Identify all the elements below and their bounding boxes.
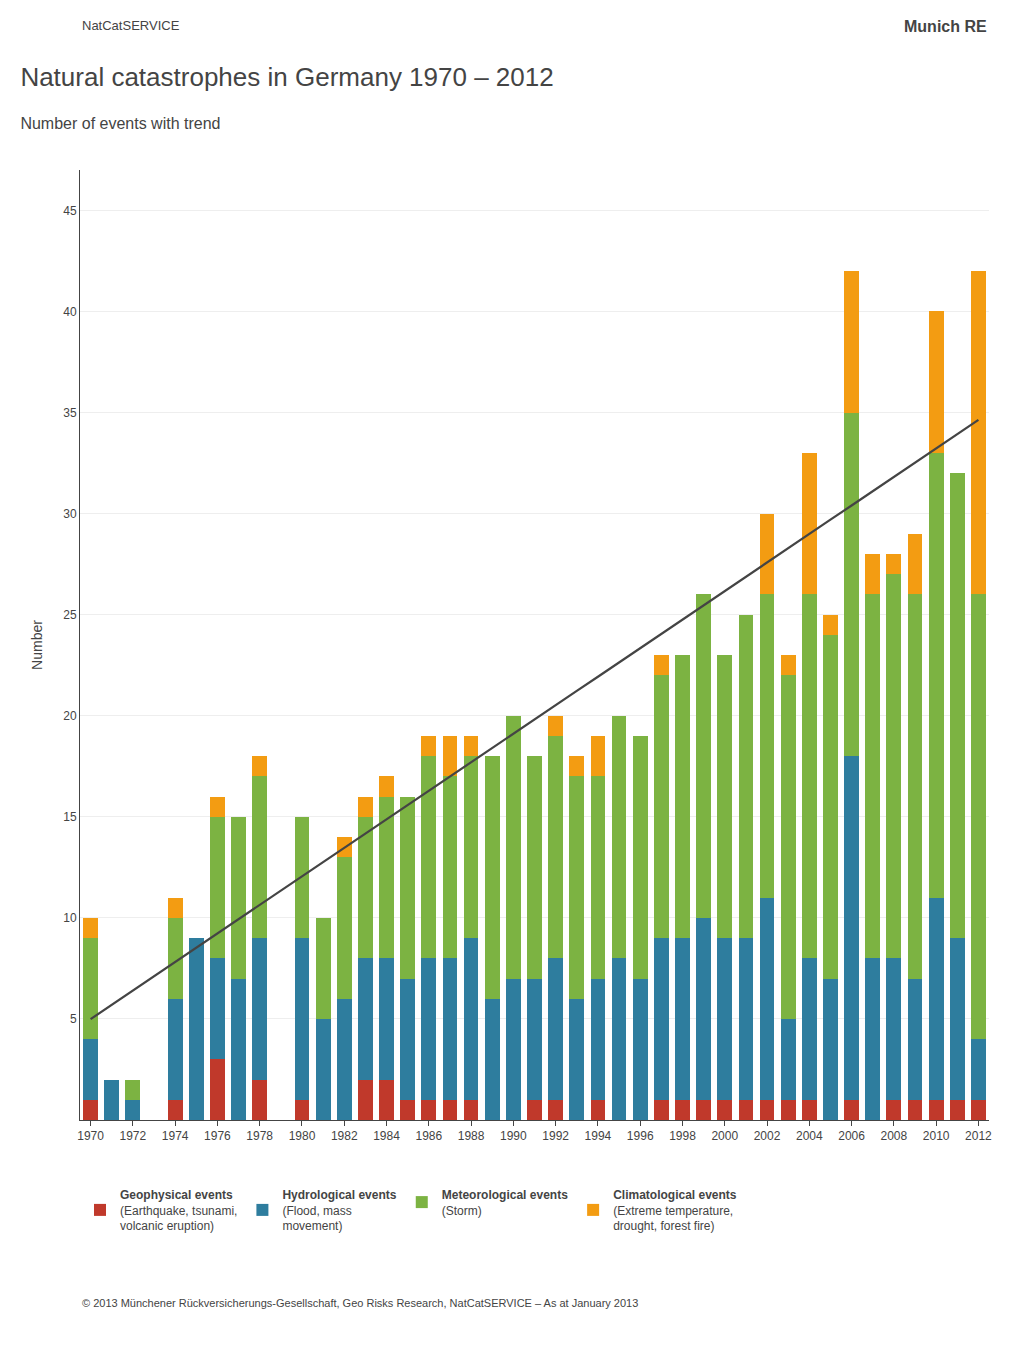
svg-text:1996: 1996 bbox=[627, 1129, 654, 1143]
svg-text:NatCatSERVICE: NatCatSERVICE bbox=[82, 18, 180, 33]
svg-text:1984: 1984 bbox=[373, 1129, 400, 1143]
svg-text:2002: 2002 bbox=[754, 1129, 781, 1143]
svg-text:1998: 1998 bbox=[669, 1129, 696, 1143]
svg-text:1986: 1986 bbox=[415, 1129, 442, 1143]
svg-text:Geophysical events(Earthquake,: Geophysical events(Earthquake, tsunami,v… bbox=[120, 1188, 237, 1233]
svg-text:40: 40 bbox=[63, 305, 77, 319]
svg-text:10: 10 bbox=[63, 911, 77, 925]
svg-text:Climatological events(Extreme: Climatological events(Extreme temperatur… bbox=[613, 1188, 737, 1233]
svg-text:1978: 1978 bbox=[246, 1129, 273, 1143]
svg-text:1990: 1990 bbox=[500, 1129, 527, 1143]
svg-text:1972: 1972 bbox=[119, 1129, 146, 1143]
svg-text:1994: 1994 bbox=[585, 1129, 612, 1143]
svg-text:© 2013 Münchener Rückversicher: © 2013 Münchener Rückversicherungs-Gesel… bbox=[82, 1297, 638, 1309]
svg-text:Natural catastrophes in German: Natural catastrophes in Germany 1970 – 2… bbox=[20, 62, 553, 92]
svg-text:2006: 2006 bbox=[838, 1129, 865, 1143]
svg-text:1988: 1988 bbox=[458, 1129, 485, 1143]
svg-text:1974: 1974 bbox=[162, 1129, 189, 1143]
svg-text:15: 15 bbox=[63, 810, 77, 824]
svg-text:1970: 1970 bbox=[77, 1129, 104, 1143]
svg-text:30: 30 bbox=[63, 507, 77, 521]
svg-text:Number of events with trend: Number of events with trend bbox=[20, 115, 220, 132]
svg-text:20: 20 bbox=[63, 709, 77, 723]
svg-text:1992: 1992 bbox=[542, 1129, 569, 1143]
svg-text:2004: 2004 bbox=[796, 1129, 823, 1143]
svg-text:2008: 2008 bbox=[881, 1129, 908, 1143]
svg-text:1982: 1982 bbox=[331, 1129, 358, 1143]
svg-text:Hydrological events(Flood, mas: Hydrological events(Flood, massmovement) bbox=[282, 1188, 396, 1233]
svg-text:5: 5 bbox=[70, 1012, 77, 1026]
svg-text:2010: 2010 bbox=[923, 1129, 950, 1143]
svg-text:25: 25 bbox=[63, 608, 77, 622]
svg-text:1976: 1976 bbox=[204, 1129, 231, 1143]
svg-text:2012: 2012 bbox=[965, 1129, 992, 1143]
svg-text:Number: Number bbox=[29, 620, 45, 670]
svg-text:Munich RE: Munich RE bbox=[904, 18, 987, 35]
svg-text:45: 45 bbox=[63, 204, 77, 218]
svg-text:Meteorological events(Storm): Meteorological events(Storm) bbox=[442, 1188, 568, 1218]
svg-text:1980: 1980 bbox=[289, 1129, 316, 1143]
svg-text:35: 35 bbox=[63, 406, 77, 420]
svg-text:2000: 2000 bbox=[711, 1129, 738, 1143]
